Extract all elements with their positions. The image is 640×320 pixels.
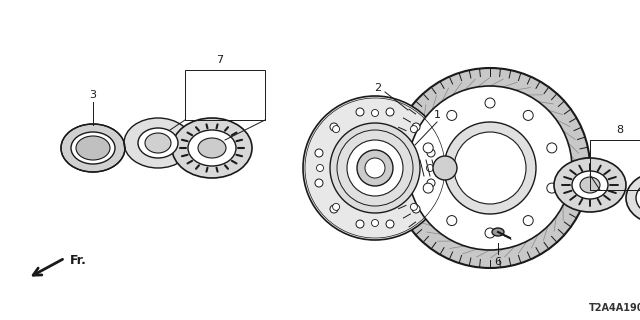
Ellipse shape	[198, 138, 226, 158]
Ellipse shape	[315, 149, 323, 157]
Ellipse shape	[524, 216, 533, 226]
Ellipse shape	[524, 110, 533, 120]
Ellipse shape	[390, 68, 590, 268]
Ellipse shape	[330, 123, 338, 131]
Text: 2: 2	[374, 83, 381, 93]
Text: 6: 6	[495, 257, 502, 267]
Ellipse shape	[71, 132, 115, 164]
Ellipse shape	[303, 96, 447, 240]
Bar	[590, 140, 640, 190]
Ellipse shape	[427, 179, 435, 187]
Ellipse shape	[408, 86, 572, 250]
Ellipse shape	[357, 150, 393, 186]
Ellipse shape	[337, 130, 413, 206]
Ellipse shape	[315, 179, 323, 187]
Ellipse shape	[386, 108, 394, 116]
Ellipse shape	[145, 133, 171, 153]
Ellipse shape	[423, 143, 433, 153]
Ellipse shape	[485, 98, 495, 108]
Text: 7: 7	[216, 55, 223, 65]
Text: 3: 3	[90, 90, 97, 100]
Bar	[185, 70, 265, 120]
Ellipse shape	[412, 123, 420, 131]
Ellipse shape	[76, 136, 110, 160]
Ellipse shape	[427, 149, 435, 157]
Text: Fr.: Fr.	[70, 253, 87, 267]
Ellipse shape	[333, 204, 340, 210]
Ellipse shape	[444, 122, 536, 214]
Text: T2A4A1900: T2A4A1900	[589, 303, 640, 313]
Ellipse shape	[447, 216, 457, 226]
Ellipse shape	[410, 204, 417, 210]
Ellipse shape	[347, 140, 403, 196]
Ellipse shape	[371, 220, 378, 227]
Ellipse shape	[371, 109, 378, 116]
Ellipse shape	[330, 123, 420, 213]
Ellipse shape	[356, 108, 364, 116]
Ellipse shape	[433, 156, 457, 180]
Ellipse shape	[423, 183, 433, 193]
Ellipse shape	[138, 128, 178, 158]
Ellipse shape	[492, 228, 504, 236]
Ellipse shape	[636, 180, 640, 216]
Ellipse shape	[61, 124, 125, 172]
Ellipse shape	[626, 172, 640, 224]
Ellipse shape	[410, 126, 417, 132]
Ellipse shape	[580, 177, 600, 193]
Ellipse shape	[412, 205, 420, 213]
Ellipse shape	[188, 130, 236, 166]
Ellipse shape	[330, 205, 338, 213]
Ellipse shape	[317, 164, 323, 172]
Ellipse shape	[124, 118, 192, 168]
Ellipse shape	[447, 110, 457, 120]
Ellipse shape	[554, 158, 626, 212]
Ellipse shape	[454, 132, 526, 204]
Ellipse shape	[485, 228, 495, 238]
Ellipse shape	[172, 118, 252, 178]
Ellipse shape	[547, 183, 557, 193]
Ellipse shape	[365, 158, 385, 178]
Ellipse shape	[356, 220, 364, 228]
Ellipse shape	[386, 220, 394, 228]
Ellipse shape	[547, 143, 557, 153]
Text: 1: 1	[433, 110, 440, 120]
Ellipse shape	[333, 126, 340, 132]
Text: 8: 8	[616, 125, 623, 135]
Ellipse shape	[426, 164, 433, 172]
Ellipse shape	[572, 171, 608, 199]
